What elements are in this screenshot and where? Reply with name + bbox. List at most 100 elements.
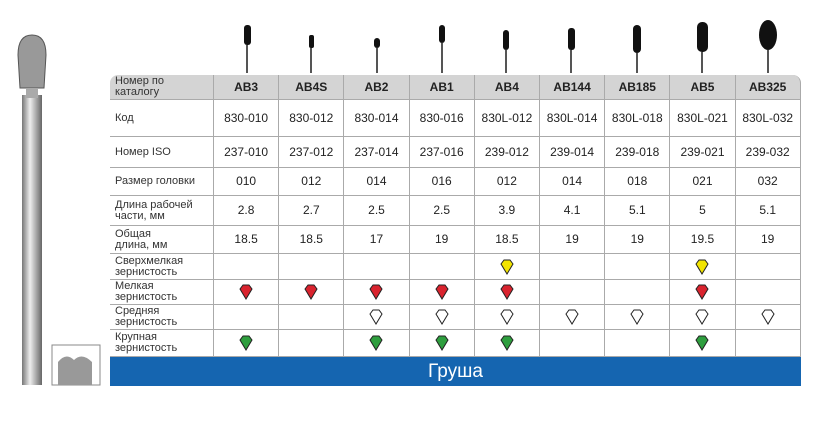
grit-cell: [409, 280, 475, 305]
grit-marker: [500, 259, 514, 275]
value-cell: 18.5: [214, 226, 280, 254]
diamond: [435, 284, 449, 300]
grit-cell: [670, 254, 736, 280]
grit-cell: [474, 330, 540, 357]
grit-cell: [474, 280, 540, 305]
grit-marker: [239, 335, 253, 351]
value-cell: 014: [540, 168, 606, 196]
header-label: Номер по каталогу: [110, 75, 214, 100]
grit-label: Мелкая зернистость: [110, 280, 214, 305]
grit-marker: [695, 309, 710, 325]
grit-cell: [214, 330, 280, 357]
value-cell: 014: [344, 168, 410, 196]
value-cell: 016: [409, 168, 475, 196]
row-label: Номер ISO: [110, 137, 214, 168]
grit-label: Сверхмелкая зернистость: [110, 254, 214, 280]
value-cell: 239-014: [540, 137, 606, 168]
grit-cell: [540, 254, 606, 280]
value-cell: 2.8: [214, 196, 280, 226]
grit-cell: [474, 305, 540, 330]
diamond: [500, 335, 514, 351]
grit-cell: [214, 305, 280, 330]
grit-cell: [279, 280, 345, 305]
grit-cell: [670, 280, 736, 305]
grit-cell: [344, 280, 410, 305]
diamond: [239, 284, 253, 300]
grit-marker: [695, 259, 710, 275]
value-cell: 19: [409, 226, 475, 254]
bur-neck: [26, 88, 38, 98]
grit-marker: [304, 284, 318, 300]
diamond: [695, 259, 710, 275]
grit-cell: [344, 330, 410, 357]
row-label: Общая длина, мм: [110, 226, 214, 254]
value-cell: 830L-012: [474, 100, 540, 137]
diamond: [500, 309, 514, 325]
grit-marker: [565, 309, 579, 325]
grit-cell: [670, 305, 736, 330]
grit-cell: [540, 305, 606, 330]
value-cell: 2.5: [409, 196, 475, 226]
value-cell: 830-012: [279, 100, 345, 137]
grit-cell: [279, 305, 345, 330]
value-cell: 5: [670, 196, 736, 226]
value-cell: 830-016: [409, 100, 475, 137]
value-cell: 19: [735, 226, 801, 254]
grit-label: Крупная зернистость: [110, 330, 214, 357]
value-cell: 17: [344, 226, 410, 254]
value-cell: 2.7: [279, 196, 345, 226]
value-cell: 3.9: [474, 196, 540, 226]
grit-cell: [540, 280, 606, 305]
grit-cell: [409, 330, 475, 357]
grit-marker: [435, 335, 449, 351]
bur-head: [17, 34, 47, 89]
grit-cell: [735, 330, 801, 357]
value-cell: 018: [605, 168, 671, 196]
diamond: [630, 309, 644, 325]
grit-marker: [500, 284, 514, 300]
grit-cell: [735, 254, 801, 280]
grit-marker: [239, 284, 253, 300]
grit-marker: [695, 284, 710, 300]
value-cell: 021: [670, 168, 736, 196]
value-cell: 4.1: [540, 196, 606, 226]
value-cell: 5.1: [605, 196, 671, 226]
column-header: AB144: [540, 75, 606, 100]
grit-marker: [695, 335, 710, 351]
value-cell: 237-016: [409, 137, 475, 168]
grit-marker: [761, 309, 775, 325]
value-cell: 239-032: [735, 137, 801, 168]
diamond: [695, 309, 710, 325]
value-cell: 237-014: [344, 137, 410, 168]
grit-cell: [605, 305, 671, 330]
footer-bar: Груша: [110, 357, 801, 386]
diamond: [304, 284, 318, 300]
diamond: [565, 309, 579, 325]
grit-cell: [474, 254, 540, 280]
value-cell: 010: [214, 168, 280, 196]
column-header: AB3: [214, 75, 280, 100]
column-header: AB185: [605, 75, 671, 100]
value-cell: 19.5: [670, 226, 736, 254]
diamond: [369, 309, 384, 325]
diamond: [500, 284, 514, 300]
diamond: [761, 309, 775, 325]
column-header: AB325: [735, 75, 801, 100]
value-cell: 012: [474, 168, 540, 196]
bur-shank: [22, 95, 42, 385]
value-cell: 19: [540, 226, 606, 254]
value-cell: 830-010: [214, 100, 280, 137]
value-cell: 5.1: [735, 196, 801, 226]
value-cell: 830L-018: [605, 100, 671, 137]
value-cell: 18.5: [279, 226, 345, 254]
value-cell: 237-010: [214, 137, 280, 168]
value-cell: 830L-021: [670, 100, 736, 137]
row-label: Длина рабочей части, мм: [110, 196, 214, 226]
grit-cell: [605, 280, 671, 305]
grit-cell: [409, 305, 475, 330]
value-cell: 830L-014: [540, 100, 606, 137]
grit-marker: [630, 309, 644, 325]
value-cell: 830L-032: [735, 100, 801, 137]
